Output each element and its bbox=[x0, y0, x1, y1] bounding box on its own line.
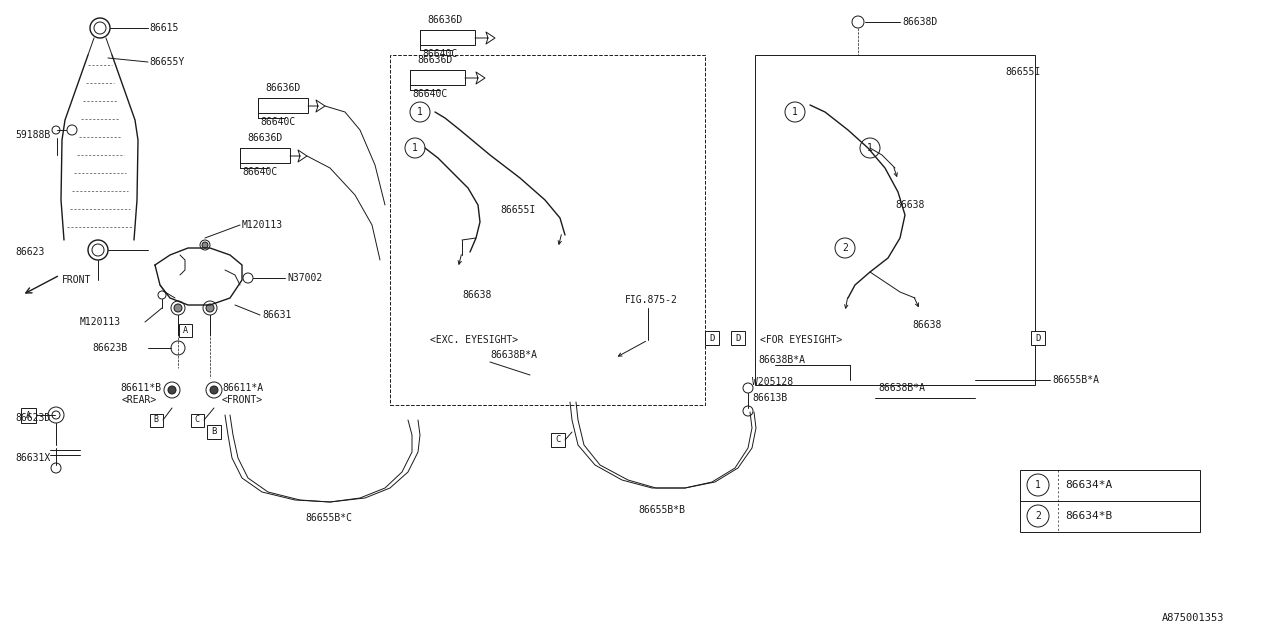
Bar bbox=[550, 433, 564, 447]
Text: 86623D: 86623D bbox=[15, 413, 50, 423]
Text: B: B bbox=[211, 428, 216, 436]
Text: 86655B*B: 86655B*B bbox=[637, 505, 685, 515]
Text: 86638D: 86638D bbox=[902, 17, 937, 27]
Circle shape bbox=[785, 102, 805, 122]
Text: 86655Y: 86655Y bbox=[148, 57, 184, 67]
Circle shape bbox=[835, 238, 855, 258]
Text: 86611*A: 86611*A bbox=[221, 383, 264, 393]
Text: 2: 2 bbox=[1036, 511, 1041, 521]
Text: 86640C: 86640C bbox=[422, 49, 457, 59]
Bar bbox=[207, 425, 221, 439]
Circle shape bbox=[206, 304, 214, 312]
Text: 86655I: 86655I bbox=[500, 205, 535, 215]
Text: W205128: W205128 bbox=[753, 377, 794, 387]
Bar bbox=[731, 331, 745, 345]
Circle shape bbox=[410, 102, 430, 122]
Bar bbox=[410, 70, 465, 85]
Text: 86615: 86615 bbox=[148, 23, 178, 33]
Text: 86638B*A: 86638B*A bbox=[878, 383, 925, 393]
Bar bbox=[241, 148, 291, 163]
Bar bbox=[20, 408, 36, 422]
Text: 86640C: 86640C bbox=[260, 117, 296, 127]
Text: 86655B*A: 86655B*A bbox=[1052, 375, 1100, 385]
Text: C: C bbox=[556, 435, 561, 445]
Text: 1: 1 bbox=[867, 143, 873, 153]
Text: <FOR EYESIGHT>: <FOR EYESIGHT> bbox=[760, 335, 842, 345]
Text: 86640C: 86640C bbox=[412, 89, 447, 99]
Bar bbox=[178, 323, 192, 337]
Text: N37002: N37002 bbox=[287, 273, 323, 283]
Text: D: D bbox=[735, 333, 741, 342]
Text: 86623: 86623 bbox=[15, 247, 45, 257]
Text: 86640C: 86640C bbox=[242, 167, 278, 177]
Text: A875001353: A875001353 bbox=[1162, 613, 1225, 623]
Bar bbox=[1030, 331, 1044, 345]
Circle shape bbox=[210, 386, 218, 394]
Circle shape bbox=[168, 386, 177, 394]
Text: 86638: 86638 bbox=[911, 320, 941, 330]
Text: 86638: 86638 bbox=[462, 290, 492, 300]
Circle shape bbox=[1027, 505, 1050, 527]
Text: <REAR>: <REAR> bbox=[122, 395, 157, 405]
Text: 1: 1 bbox=[792, 107, 797, 117]
Bar bbox=[755, 55, 1036, 385]
Bar bbox=[705, 331, 719, 345]
Bar bbox=[420, 30, 475, 45]
Text: C: C bbox=[195, 415, 200, 424]
Circle shape bbox=[174, 304, 182, 312]
Text: 86655I: 86655I bbox=[1005, 67, 1041, 77]
Text: A: A bbox=[26, 410, 31, 419]
Bar bbox=[191, 413, 204, 426]
Text: 86638B*A: 86638B*A bbox=[758, 355, 805, 365]
Text: 86636D: 86636D bbox=[265, 83, 301, 93]
Circle shape bbox=[860, 138, 881, 158]
Text: 86655B*C: 86655B*C bbox=[305, 513, 352, 523]
Text: 59188B: 59188B bbox=[15, 130, 50, 140]
Text: 1: 1 bbox=[412, 143, 419, 153]
Text: 1: 1 bbox=[417, 107, 422, 117]
Text: D: D bbox=[709, 333, 714, 342]
Circle shape bbox=[1027, 474, 1050, 496]
Text: A: A bbox=[183, 326, 187, 335]
Text: 86634*A: 86634*A bbox=[1065, 480, 1112, 490]
Bar bbox=[390, 55, 705, 405]
Text: FRONT: FRONT bbox=[61, 275, 91, 285]
Text: 86631X: 86631X bbox=[15, 453, 50, 463]
Text: 86611*B: 86611*B bbox=[120, 383, 161, 393]
Text: 86636D: 86636D bbox=[417, 55, 452, 65]
Text: 86634*B: 86634*B bbox=[1065, 511, 1112, 521]
Circle shape bbox=[202, 242, 207, 248]
Bar bbox=[150, 413, 163, 426]
Text: 1: 1 bbox=[1036, 480, 1041, 490]
Text: <FRONT>: <FRONT> bbox=[221, 395, 264, 405]
Text: 86636D: 86636D bbox=[247, 133, 283, 143]
Text: D: D bbox=[1036, 333, 1041, 342]
Text: <EXC. EYESIGHT>: <EXC. EYESIGHT> bbox=[430, 335, 518, 345]
Bar bbox=[259, 98, 308, 113]
Text: FIG.875-2: FIG.875-2 bbox=[625, 295, 678, 305]
Text: 86636D: 86636D bbox=[428, 15, 462, 25]
Text: 86638: 86638 bbox=[895, 200, 924, 210]
Circle shape bbox=[404, 138, 425, 158]
Text: B: B bbox=[154, 415, 159, 424]
Bar bbox=[1020, 470, 1201, 532]
Text: M120113: M120113 bbox=[79, 317, 122, 327]
Text: 86638B*A: 86638B*A bbox=[490, 350, 538, 360]
Text: 86623B: 86623B bbox=[92, 343, 127, 353]
Text: 86631: 86631 bbox=[262, 310, 292, 320]
Text: 86613B: 86613B bbox=[753, 393, 787, 403]
Text: 2: 2 bbox=[842, 243, 847, 253]
Text: M120113: M120113 bbox=[242, 220, 283, 230]
